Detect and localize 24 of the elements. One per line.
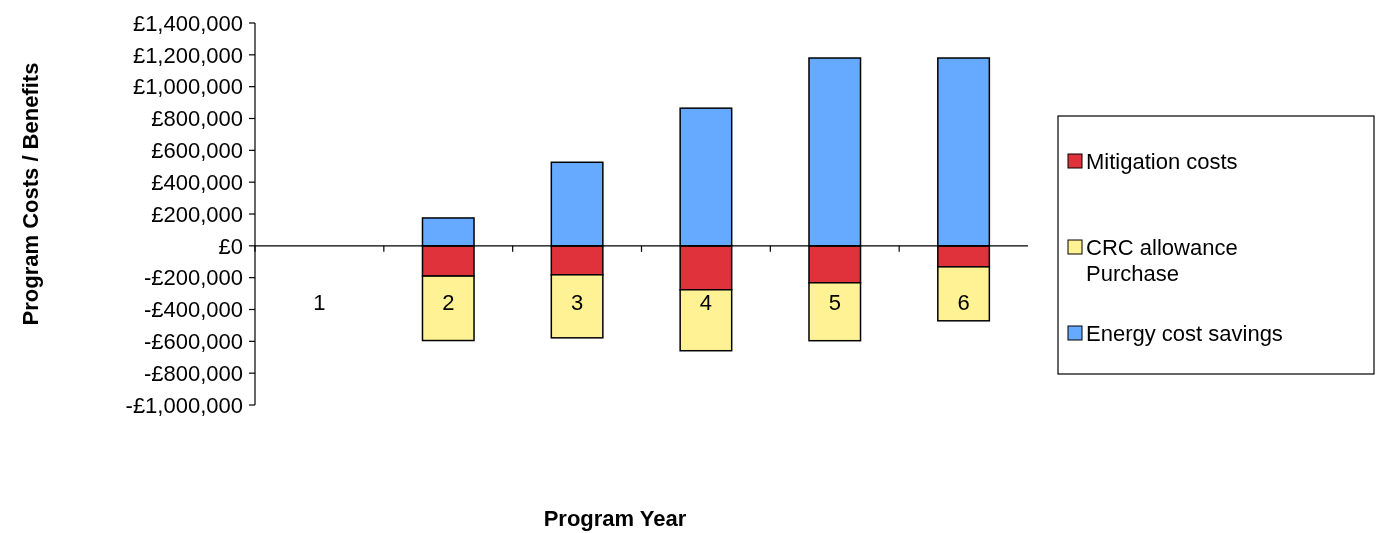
y-tick-label: £1,200,000	[132, 42, 243, 68]
y-tick-label: £0	[218, 233, 243, 259]
x-tick-label: 5	[828, 289, 841, 315]
legend-label: CRC allowance Purchase	[1086, 234, 1238, 287]
y-tick-label: -£800,000	[143, 360, 243, 386]
y-tick-label: £200,000	[151, 201, 243, 227]
x-tick-label: 3	[570, 289, 584, 315]
legend-label: Energy cost savings	[1086, 320, 1283, 346]
y-tick-label: £400,000	[151, 169, 243, 195]
x-axis-title: Program Year	[543, 505, 687, 531]
y-tick-label: -£400,000	[143, 297, 243, 323]
y-tick-label: £1,000,000	[132, 74, 243, 100]
y-axis-title: Program Costs / Benefits	[17, 62, 43, 326]
x-tick-label: 1	[313, 289, 326, 315]
y-tick-label: £800,000	[151, 106, 243, 132]
y-tick-label: -£1,000,000	[125, 392, 243, 418]
y-tick-label: £1,400,000	[132, 10, 243, 36]
x-tick-label: 6	[957, 289, 970, 315]
y-tick-label: -£200,000	[143, 265, 243, 291]
y-tick-label: -£600,000	[143, 329, 243, 355]
y-tick-label: £600,000	[151, 138, 243, 164]
legend-label: Mitigation costs	[1086, 148, 1238, 174]
x-tick-label: 2	[442, 289, 455, 315]
x-tick-label: 4	[699, 289, 713, 315]
